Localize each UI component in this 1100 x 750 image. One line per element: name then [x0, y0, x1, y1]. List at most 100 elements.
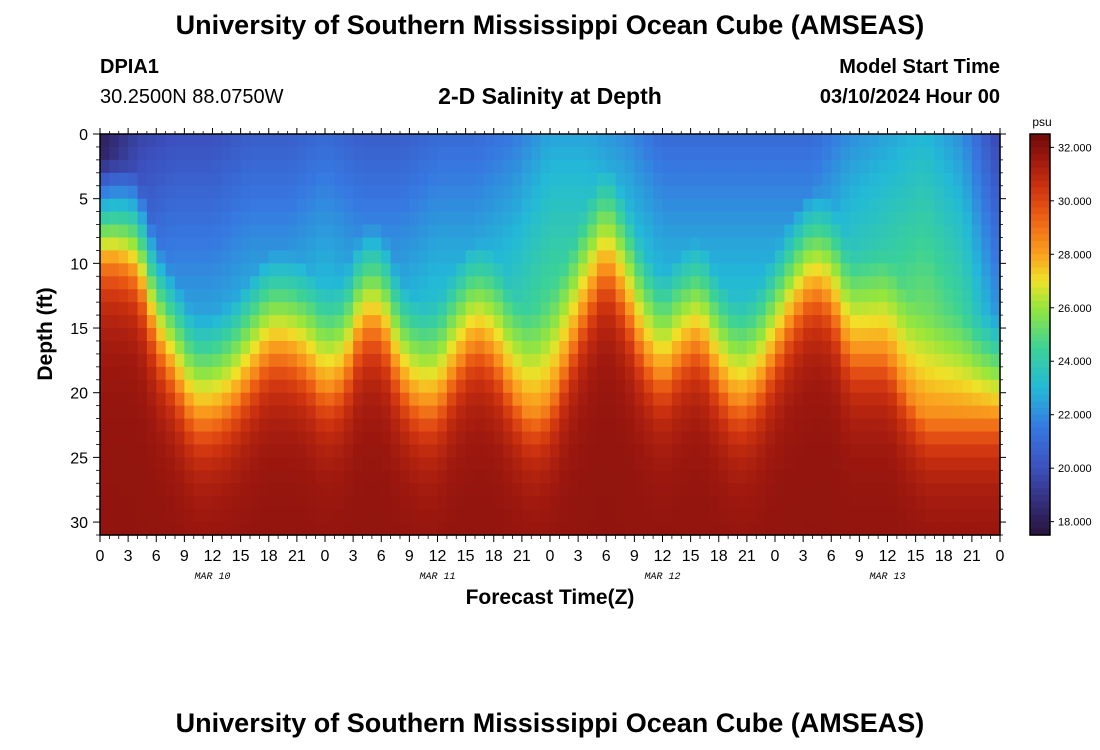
heat-cell: [756, 159, 767, 174]
heat-cell: [596, 224, 607, 239]
colorbar-segment: [1030, 174, 1050, 182]
heat-cell: [343, 237, 354, 252]
heat-cell: [540, 250, 551, 264]
heat-cell: [821, 483, 832, 497]
heat-cell: [100, 483, 110, 497]
heat-cell: [418, 134, 429, 148]
heat-cell: [531, 146, 542, 161]
heat-cell: [409, 211, 420, 226]
heat-cell: [137, 146, 148, 161]
heat-cell: [362, 185, 373, 200]
heat-cell: [981, 444, 992, 458]
heat-cell: [109, 185, 120, 200]
heat-cell: [231, 185, 242, 200]
heat-cell: [718, 470, 729, 484]
heat-cell: [840, 470, 851, 484]
heat-cell: [671, 483, 682, 497]
heat-cell: [212, 315, 223, 329]
heat-cell: [934, 509, 945, 523]
heat-cell: [653, 172, 664, 187]
heat-cell: [259, 418, 270, 433]
heat-cell: [540, 198, 551, 213]
heat-cell: [643, 146, 654, 161]
heat-cell: [971, 418, 982, 433]
heat-cell: [925, 431, 935, 446]
heat-cell: [465, 237, 476, 252]
heat-cell: [315, 211, 326, 226]
heat-cell: [418, 302, 429, 316]
heat-cell: [540, 457, 551, 471]
heat-cell: [118, 224, 129, 239]
heat-cell: [390, 198, 401, 213]
heat-cell: [371, 263, 382, 277]
heat-cell: [184, 315, 195, 329]
heat-cell: [400, 185, 410, 200]
heat-cell: [475, 250, 485, 264]
heat-cell: [578, 405, 589, 420]
heat-cell: [728, 159, 739, 174]
heat-cell: [559, 172, 570, 187]
heat-cell: [746, 146, 757, 161]
heat-cell: [887, 224, 898, 239]
heat-cell: [578, 224, 589, 239]
heat-cell: [850, 444, 860, 458]
heat-cell: [700, 237, 710, 252]
heat-cell: [325, 418, 335, 433]
heat-cell: [371, 328, 382, 342]
heat-cell: [775, 483, 785, 497]
heat-cell: [531, 496, 542, 510]
heat-cell: [325, 185, 335, 200]
heat-cell: [718, 146, 729, 161]
heat-cell: [278, 302, 289, 316]
heat-cell: [343, 159, 354, 174]
heat-cell: [212, 496, 223, 510]
heat-cell: [671, 366, 682, 381]
heat-cell: [315, 224, 326, 239]
heat-cell: [596, 431, 607, 446]
heat-cell: [887, 431, 898, 446]
heat-cell: [700, 134, 710, 148]
heat-cell: [184, 263, 195, 277]
heat-cell: [681, 392, 692, 407]
heat-cell: [259, 237, 270, 252]
heat-cell: [831, 457, 842, 471]
heat-cell: [625, 315, 635, 329]
heat-cell: [821, 185, 832, 200]
heat-cell: [906, 431, 917, 446]
heat-cell: [728, 276, 739, 290]
heat-cell: [671, 444, 682, 458]
heat-cell: [465, 172, 476, 187]
heat-cell: [128, 353, 139, 368]
heat-cell: [203, 379, 214, 394]
heat-cell: [596, 405, 607, 420]
heat-cell: [671, 185, 682, 200]
heat-cell: [250, 340, 260, 355]
heat-cell: [671, 431, 682, 446]
heat-cell: [400, 198, 410, 213]
heat-cell: [428, 392, 439, 407]
x-tick-label: 12: [204, 548, 222, 565]
heat-cell: [990, 509, 1001, 523]
colorbar-frame: [1029, 133, 1051, 536]
heat-cell: [868, 172, 879, 187]
heat-cell: [803, 418, 814, 433]
heat-cell: [531, 379, 542, 394]
colorbar-segment: [1030, 528, 1050, 536]
heat-cell: [981, 392, 992, 407]
heat-cell: [193, 263, 204, 277]
heat-cell: [896, 146, 907, 161]
heat-cell: [896, 289, 907, 303]
heat-cell: [400, 470, 410, 484]
heat-cell: [418, 392, 429, 407]
heat-cell: [578, 263, 589, 277]
heat-cell: [587, 250, 598, 264]
heat-cell: [634, 483, 645, 497]
heat-cell: [681, 328, 692, 342]
heat-cell: [709, 224, 720, 239]
heat-cell: [278, 444, 289, 458]
heat-cell: [540, 263, 551, 277]
heat-cell: [990, 457, 1001, 471]
heat-cell: [512, 289, 523, 303]
heat-cell: [503, 509, 514, 523]
heat-cell: [850, 263, 860, 277]
